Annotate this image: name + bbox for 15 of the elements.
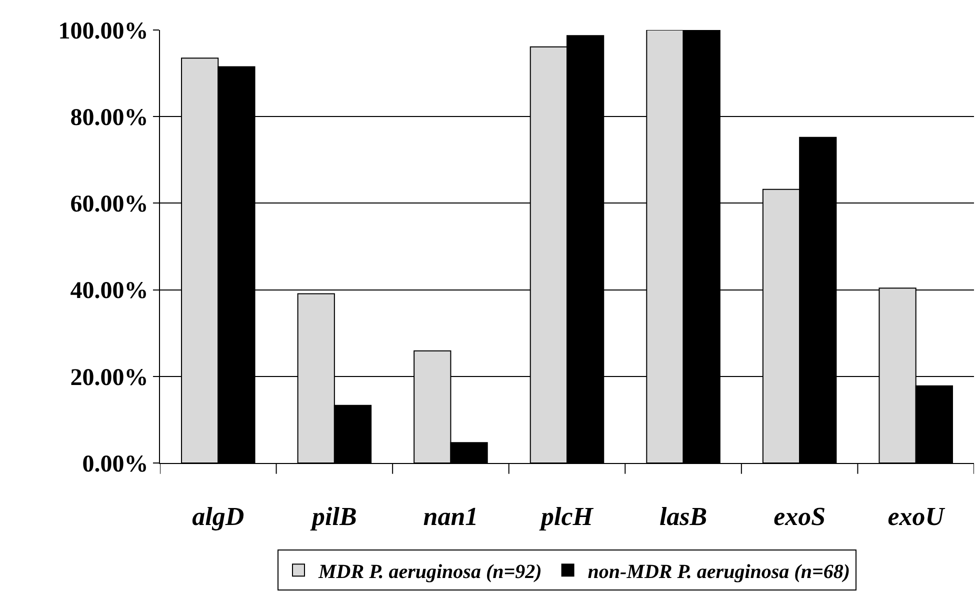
y-tick-label: 100.00%	[58, 18, 148, 44]
x-tick-label: lasB	[659, 502, 708, 532]
y-tick-label: 80.00%	[70, 105, 148, 131]
y-tick-label: 40.00%	[70, 278, 148, 304]
x-tick-label: algD	[192, 502, 244, 532]
legend-label: MDR P. aeruginosa (n=92)	[318, 560, 542, 583]
legend-label: non-MDR P. aeruginosa (n=68)	[588, 560, 850, 583]
x-tick-label: pilB	[310, 502, 357, 532]
x-tick-label: nan1	[423, 502, 478, 532]
x-tick-label: exoU	[888, 502, 946, 532]
x-tick-label: plcH	[539, 502, 594, 532]
x-tick-label: exoS	[774, 502, 826, 532]
y-tick-label: 20.00%	[70, 364, 148, 391]
y-tick-label: 0.00%	[82, 451, 148, 478]
y-tick-label: 60.00%	[70, 192, 148, 218]
